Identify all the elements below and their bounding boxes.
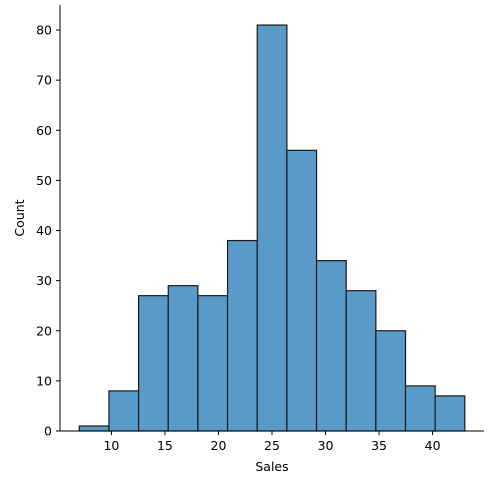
histogram-bar bbox=[434, 395, 466, 432]
bars-group bbox=[78, 24, 466, 432]
y-tick-label: 20 bbox=[36, 323, 52, 338]
x-tick-label: 30 bbox=[318, 438, 334, 453]
histogram-bar bbox=[197, 295, 229, 432]
y-tick-label: 0 bbox=[44, 424, 52, 439]
x-tick-label: 15 bbox=[157, 438, 173, 453]
histogram-bar bbox=[404, 385, 436, 432]
y-tick-label: 60 bbox=[36, 123, 52, 138]
y-tick-label: 50 bbox=[36, 173, 52, 188]
y-tick-label: 30 bbox=[36, 273, 52, 288]
x-tick-label: 10 bbox=[103, 438, 119, 453]
histogram-bar bbox=[167, 285, 199, 432]
histogram-bar bbox=[375, 330, 407, 432]
histogram-bar bbox=[226, 239, 258, 432]
histogram-bar bbox=[256, 24, 288, 432]
histogram-bar bbox=[286, 149, 318, 432]
x-tick-label: 40 bbox=[425, 438, 441, 453]
histogram-bar bbox=[345, 290, 377, 432]
histogram-bar bbox=[137, 295, 169, 432]
x-tick-label: 20 bbox=[211, 438, 227, 453]
x-tick-label: 35 bbox=[371, 438, 387, 453]
histogram-bar bbox=[78, 425, 110, 432]
y-axis-label: Count bbox=[12, 199, 27, 236]
y-tick-label: 10 bbox=[36, 373, 52, 388]
y-tick-label: 40 bbox=[36, 223, 52, 238]
y-axis: 0 10 20 30 40 50 60 70 80 bbox=[36, 5, 61, 439]
x-axis-label: Sales bbox=[255, 459, 288, 474]
y-tick-label: 70 bbox=[36, 73, 52, 88]
histogram-bar bbox=[315, 260, 347, 432]
x-axis: 10 15 20 25 30 35 40 bbox=[60, 430, 484, 453]
x-tick-label: 25 bbox=[264, 438, 280, 453]
y-tick-label: 80 bbox=[36, 23, 52, 38]
histogram-bar bbox=[108, 390, 140, 432]
